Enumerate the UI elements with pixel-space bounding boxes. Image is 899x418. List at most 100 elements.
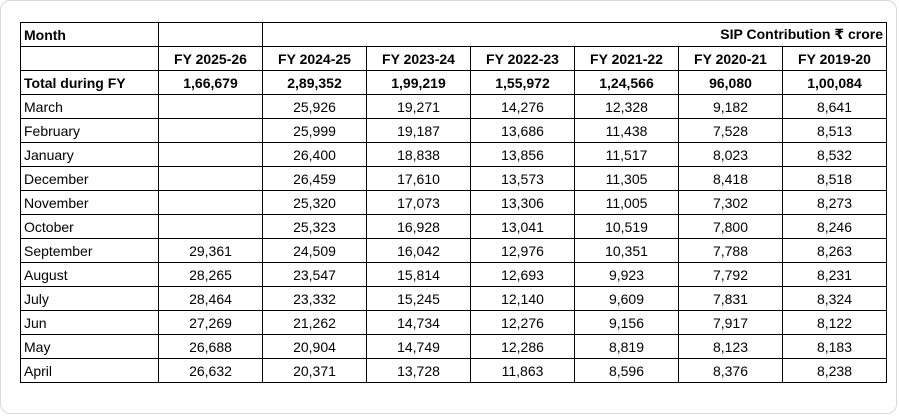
total-value: 1,99,219 xyxy=(366,70,471,95)
value-cell: 8,376 xyxy=(678,358,783,383)
year-header: FY 2025-26 xyxy=(158,46,263,71)
value-cell: 7,528 xyxy=(678,118,783,143)
total-value: 96,080 xyxy=(678,70,783,95)
value-cell xyxy=(158,190,263,215)
value-cell: 26,688 xyxy=(158,334,263,359)
year-header: FY 2022-23 xyxy=(470,46,575,71)
table-row: February 25,999 19,187 13,686 11,438 7,528 8,5… xyxy=(20,118,887,143)
value-cell: 14,749 xyxy=(366,334,471,359)
value-cell: 12,693 xyxy=(470,262,575,287)
value-cell: 15,245 xyxy=(366,286,471,311)
value-cell: 8,819 xyxy=(574,334,679,359)
value-cell: 7,788 xyxy=(678,238,783,263)
value-cell: 7,800 xyxy=(678,214,783,239)
month-label: December xyxy=(20,166,159,191)
table-row: December 26,459 17,610 13,573 11,305 8,418 8,5… xyxy=(20,166,887,191)
value-cell: 21,262 xyxy=(262,310,367,335)
total-value: 1,66,679 xyxy=(158,70,263,95)
total-value: 1,55,972 xyxy=(470,70,575,95)
value-cell: 8,324 xyxy=(782,286,887,311)
year-header: FY 2021-22 xyxy=(574,46,679,71)
value-cell: 13,573 xyxy=(470,166,575,191)
value-cell xyxy=(158,214,263,239)
value-cell: 7,792 xyxy=(678,262,783,287)
value-cell: 8,238 xyxy=(782,358,887,383)
value-cell: 23,332 xyxy=(262,286,367,311)
month-header: Month xyxy=(20,22,159,47)
value-cell: 8,532 xyxy=(782,142,887,167)
table-row: April 26,632 20,371 13,728 11,863 8,596 8,376 8… xyxy=(20,358,887,383)
value-cell: 10,351 xyxy=(574,238,679,263)
value-cell: 14,734 xyxy=(366,310,471,335)
value-cell: 9,609 xyxy=(574,286,679,311)
value-cell: 26,459 xyxy=(262,166,367,191)
value-cell: 25,323 xyxy=(262,214,367,239)
value-cell xyxy=(158,94,263,119)
value-cell: 12,328 xyxy=(574,94,679,119)
value-cell: 19,187 xyxy=(366,118,471,143)
value-cell: 9,156 xyxy=(574,310,679,335)
month-label: July xyxy=(20,286,159,311)
table-row: July 28,464 23,332 15,245 12,140 9,609 7,831 8,… xyxy=(20,286,887,311)
value-cell: 8,641 xyxy=(782,94,887,119)
value-cell: 9,923 xyxy=(574,262,679,287)
table-row: September 29,361 24,509 16,042 12,976 10,351 7… xyxy=(20,238,887,263)
empty-header-cell xyxy=(20,46,159,71)
value-cell: 8,123 xyxy=(678,334,783,359)
month-label: November xyxy=(20,190,159,215)
value-cell: 8,273 xyxy=(782,190,887,215)
year-header: FY 2024-25 xyxy=(262,46,367,71)
value-cell: 11,438 xyxy=(574,118,679,143)
table-row: March 25,926 19,271 14,276 12,328 9,182 8,641 xyxy=(20,94,887,119)
value-cell: 25,999 xyxy=(262,118,367,143)
value-cell: 11,305 xyxy=(574,166,679,191)
value-cell: 23,547 xyxy=(262,262,367,287)
value-cell: 28,464 xyxy=(158,286,263,311)
value-cell: 13,306 xyxy=(470,190,575,215)
value-cell: 8,183 xyxy=(782,334,887,359)
year-header: FY 2019-20 xyxy=(782,46,887,71)
value-cell: 8,418 xyxy=(678,166,783,191)
value-cell: 8,596 xyxy=(574,358,679,383)
total-value: 1,24,566 xyxy=(574,70,679,95)
value-cell: 7,302 xyxy=(678,190,783,215)
value-cell: 8,122 xyxy=(782,310,887,335)
value-cell: 25,926 xyxy=(262,94,367,119)
total-value: 1,00,084 xyxy=(782,70,887,95)
value-cell: 8,246 xyxy=(782,214,887,239)
value-cell: 18,838 xyxy=(366,142,471,167)
value-cell: 12,976 xyxy=(470,238,575,263)
value-cell: 16,928 xyxy=(366,214,471,239)
total-row: Total during FY 1,66,679 2,89,352 1,99,2… xyxy=(20,70,887,95)
month-label: April xyxy=(20,358,159,383)
value-cell: 13,856 xyxy=(470,142,575,167)
value-cell: 17,073 xyxy=(366,190,471,215)
table-row: January 26,400 18,838 13,856 11,517 8,023 8,53… xyxy=(20,142,887,167)
value-cell xyxy=(158,118,263,143)
table-row: May 26,688 20,904 14,749 12,286 8,819 8,123 8,1… xyxy=(20,334,887,359)
value-cell: 15,814 xyxy=(366,262,471,287)
value-cell: 12,286 xyxy=(470,334,575,359)
value-cell: 20,371 xyxy=(262,358,367,383)
table-row: November 25,320 17,073 13,306 11,005 7,302 8,2… xyxy=(20,190,887,215)
value-cell: 19,271 xyxy=(366,94,471,119)
value-cell: 12,140 xyxy=(470,286,575,311)
month-label: August xyxy=(20,262,159,287)
value-cell: 17,610 xyxy=(366,166,471,191)
value-cell: 11,005 xyxy=(574,190,679,215)
total-value: 2,89,352 xyxy=(262,70,367,95)
year-header-row: FY 2025-26 FY 2024-25 FY 2023-24 FY 2022… xyxy=(20,46,887,71)
month-label: January xyxy=(20,142,159,167)
month-label: May xyxy=(20,334,159,359)
value-cell xyxy=(158,142,263,167)
month-label: September xyxy=(20,238,159,263)
value-cell: 14,276 xyxy=(470,94,575,119)
value-cell: 8,231 xyxy=(782,262,887,287)
value-cell: 28,265 xyxy=(158,262,263,287)
month-label: February xyxy=(20,118,159,143)
group-title: SIP Contribution ₹ crore xyxy=(262,22,887,47)
value-cell: 24,509 xyxy=(262,238,367,263)
table-row: October 25,323 16,928 13,041 10,519 7,800 8,24… xyxy=(20,214,887,239)
value-cell: 11,517 xyxy=(574,142,679,167)
